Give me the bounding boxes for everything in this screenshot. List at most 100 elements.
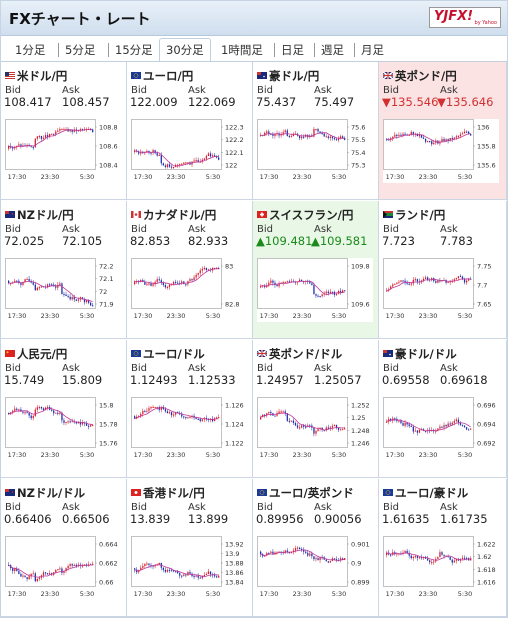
candle-body xyxy=(65,129,67,130)
candle-body xyxy=(331,291,334,293)
candle-body xyxy=(154,407,156,408)
rate-panel[interactable]: カナダドル/円 Bid Ask 82.853 82.933 83 82.8 17:30 23:3… xyxy=(127,201,253,339)
pair-name[interactable]: ユーロ/英ポンド xyxy=(257,485,354,501)
candle-body xyxy=(307,552,309,556)
candle-body xyxy=(284,550,286,553)
bid-label: Bid xyxy=(5,502,21,513)
candle-body xyxy=(42,408,45,411)
pair-name[interactable]: ユーロ/円 xyxy=(131,68,193,84)
candle-body xyxy=(36,578,38,582)
candle-body xyxy=(140,567,142,571)
candle-body xyxy=(309,553,311,556)
pair-name[interactable]: 英ポンド/円 xyxy=(382,68,457,84)
candle-body xyxy=(36,136,38,139)
candle-body xyxy=(344,558,346,561)
candle-body xyxy=(278,411,280,414)
rate-panel[interactable]: 人民元/円 Bid Ask 15.749 15.809 15.8 15.78 15.76 17:… xyxy=(1,340,127,478)
rate-panel[interactable]: ユーロ/円 Bid Ask 122.009 122.069 122.3 122.2 122.1… xyxy=(127,62,253,200)
mini-chart[interactable]: 109.8 109.6 17:30 23:30 5:30 xyxy=(257,258,373,322)
candle-body xyxy=(42,572,45,576)
candle-body xyxy=(276,284,278,287)
pair-name[interactable]: カナダドル/円 xyxy=(131,207,216,223)
candle-body xyxy=(8,412,10,415)
rate-panel[interactable]: 米ドル/円 Bid Ask 108.417 108.457 108.8 108.6 108.4… xyxy=(1,62,127,200)
candle-body xyxy=(266,413,268,416)
candle-body xyxy=(427,141,429,143)
mini-chart[interactable]: 0.664 0.662 0.66 17:30 23:30 5:30 xyxy=(5,536,121,600)
mini-chart[interactable]: 0.901 0.9 0.899 17:30 23:30 5:30 xyxy=(257,536,373,600)
rate-panel[interactable]: NZドル/円 Bid Ask 72.025 72.105 72.2 72.1 72 71.9 17… xyxy=(1,201,127,339)
rate-panel[interactable]: ランド/円 Bid Ask 7.723 7.783 7.75 7.7 7.65 17:30 23:… xyxy=(379,201,507,339)
pair-name[interactable]: ランド/円 xyxy=(383,207,445,223)
mini-chart[interactable]: 15.8 15.78 15.76 17:30 23:30 5:30 xyxy=(5,397,121,461)
candle-body xyxy=(183,416,185,418)
x-tick-label: 5:30 xyxy=(458,312,473,320)
rate-panel[interactable]: 英ポンド/ドル Bid Ask 1.24957 1.25057 1.252 1.25 1.24… xyxy=(253,340,379,478)
candle-body xyxy=(414,430,416,432)
yjfx-logo[interactable]: YJFX! by Yahoo xyxy=(429,7,501,28)
pair-name[interactable]: ユーロ/豪ドル xyxy=(383,485,468,501)
mini-chart[interactable]: 75.6 75.5 75.4 75.3 17:30 23:30 5:30 xyxy=(257,119,373,183)
mini-chart[interactable]: 13.92 13.9 13.88 13.86 13.84 17:30 23:30 5:30 xyxy=(131,536,247,600)
bid-label: Bid xyxy=(131,363,147,374)
tab-2[interactable]: 15分足 xyxy=(115,43,153,57)
x-tick-label: 5:30 xyxy=(332,173,347,181)
mini-chart[interactable]: 1.126 1.124 1.122 17:30 23:30 5:30 xyxy=(131,397,247,461)
pair-name[interactable]: 英ポンド/ドル xyxy=(256,346,342,362)
candle-body xyxy=(44,407,47,411)
candle-body xyxy=(213,418,216,422)
candle-body xyxy=(266,131,268,133)
rate-panel[interactable]: スイスフラン/円 Bid Ask ▲109.481 ▲109.581 109.8 109.6… xyxy=(253,201,379,339)
plot-frame xyxy=(257,119,348,170)
candle-body xyxy=(146,563,148,565)
mini-chart[interactable]: 7.75 7.7 7.65 17:30 23:30 5:30 xyxy=(383,258,499,322)
y-tick-label: 13.86 xyxy=(225,569,244,577)
ask-value: 1.12533 xyxy=(188,373,236,387)
tab-4[interactable]: 1時間足 xyxy=(221,43,263,57)
mini-chart[interactable]: 1.252 1.25 1.248 1.246 17:30 23:30 5:30 xyxy=(257,397,373,461)
rate-panel[interactable]: NZドル/ドル Bid Ask 0.66406 0.66506 0.664 0.662 0.6… xyxy=(1,479,127,617)
mini-chart[interactable]: 108.8 108.6 108.4 17:30 23:30 5:30 xyxy=(5,119,121,183)
candle-body xyxy=(189,279,191,282)
candle-body xyxy=(199,270,201,274)
rate-panel[interactable]: ユーロ/英ポンド Bid Ask 0.89956 0.90056 0.901 0.9 0.89… xyxy=(253,479,379,617)
pair-name[interactable]: 香港ドル/円 xyxy=(131,485,205,501)
rate-panel[interactable]: ユーロ/ドル Bid Ask 1.12493 1.12533 1.126 1.124 1.12… xyxy=(127,340,253,478)
ask-value: 72.105 xyxy=(62,234,103,248)
pair-name[interactable]: 人民元/円 xyxy=(5,346,67,362)
pair-name[interactable]: 米ドル/円 xyxy=(5,68,67,84)
pair-name[interactable]: スイスフラン/円 xyxy=(257,207,353,223)
tab-0[interactable]: 1分足 xyxy=(15,43,46,57)
rate-panel[interactable]: 豪ドル/ドル Bid Ask 0.69558 0.69618 0.696 0.694 0.69… xyxy=(379,340,507,478)
flag-icon xyxy=(256,346,268,358)
mini-chart[interactable]: 1.622 1.62 1.618 1.616 17:30 23:30 5:30 xyxy=(383,536,499,600)
pair-name[interactable]: NZドル/円 xyxy=(5,207,74,223)
mini-chart[interactable]: 72.2 72.1 72 71.9 17:30 23:30 5:30 xyxy=(5,258,121,322)
tab-5[interactable]: 日足 xyxy=(281,43,304,57)
tab-3[interactable]: 30分足 xyxy=(159,38,211,63)
candle-body xyxy=(28,576,30,580)
rate-panel[interactable]: 豪ドル/円 Bid Ask 75.437 75.497 75.6 75.5 75.4 75.3 1… xyxy=(253,62,379,200)
tab-6[interactable]: 週足 xyxy=(321,43,344,57)
mini-chart[interactable]: 0.696 0.694 0.692 17:30 23:30 5:30 xyxy=(383,397,499,461)
candle-body xyxy=(429,141,431,143)
y-tick-label: 109.8 xyxy=(351,263,370,271)
rate-panel[interactable]: ユーロ/豪ドル Bid Ask 1.61635 1.61735 1.622 1.62 1.61… xyxy=(379,479,507,617)
mini-chart[interactable]: 122.3 122.2 122.1 122 17:30 23:30 5:30 xyxy=(131,119,247,183)
pair-name[interactable]: 豪ドル/円 xyxy=(257,68,319,84)
tab-7[interactable]: 月足 xyxy=(361,43,384,57)
candle-body xyxy=(445,139,447,141)
candle-body xyxy=(329,427,331,429)
ask-value: 75.497 xyxy=(314,95,355,109)
rate-panel[interactable]: 英ポンド/円 Bid Ask ▼135.546 ▼135.646 136 135.8 135.… xyxy=(379,62,507,200)
rate-panel[interactable]: 香港ドル/円 Bid Ask 13.839 13.899 13.92 13.9 13.88 13… xyxy=(127,479,253,617)
mini-chart[interactable]: 136 135.8 135.6 17:30 23:30 5:30 xyxy=(383,119,499,183)
candle-body xyxy=(427,277,429,280)
pair-name[interactable]: 豪ドル/ドル xyxy=(383,346,457,362)
mini-chart[interactable]: 83 82.8 17:30 23:30 5:30 xyxy=(131,258,247,322)
candle-body xyxy=(333,558,336,560)
pair-name[interactable]: ユーロ/ドル xyxy=(131,346,205,362)
tab-1[interactable]: 5分足 xyxy=(65,43,96,57)
flag-icon xyxy=(5,207,15,218)
pair-name[interactable]: NZドル/ドル xyxy=(5,485,85,501)
